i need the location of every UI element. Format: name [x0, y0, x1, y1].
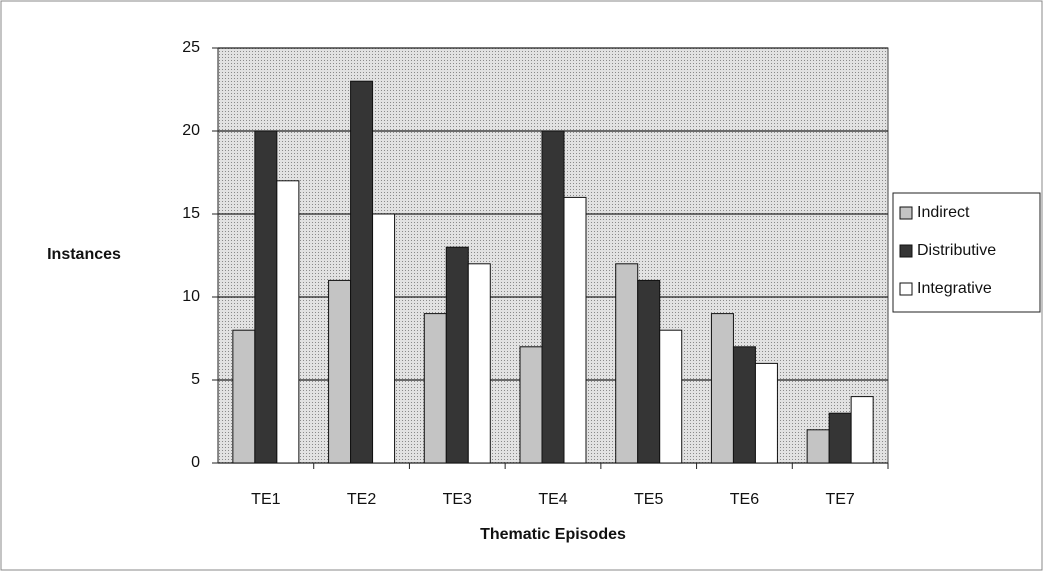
- bar: [710, 313, 734, 464]
- bar: [806, 429, 830, 464]
- bar: [276, 180, 300, 464]
- bar: [423, 313, 447, 464]
- bar: [232, 329, 256, 464]
- bar: [541, 130, 565, 464]
- x-tick-label: TE3: [443, 491, 472, 508]
- x-tick-label: TE1: [251, 491, 280, 508]
- bar: [563, 196, 587, 464]
- bar: [828, 412, 852, 464]
- y-tick-label: 15: [182, 205, 200, 222]
- y-axis-label: Instances: [47, 246, 121, 263]
- bar: [372, 213, 396, 464]
- legend-box: [892, 192, 1041, 313]
- legend-swatch: [899, 244, 913, 258]
- bar: [732, 346, 756, 464]
- bar: [754, 362, 778, 464]
- bar: [615, 263, 639, 464]
- legend-label: Distributive: [917, 242, 996, 259]
- legend-label: Indirect: [917, 204, 970, 221]
- legend-swatch: [899, 282, 913, 296]
- legend-swatch: [899, 206, 913, 220]
- y-tick-label: 20: [182, 122, 200, 139]
- bar: [637, 279, 661, 464]
- bar: [467, 263, 491, 464]
- bar: [659, 329, 683, 464]
- bar: [328, 279, 352, 464]
- bar: [445, 246, 469, 464]
- x-tick-label: TE5: [634, 491, 663, 508]
- bar: [850, 396, 874, 464]
- x-axis-label: Thematic Episodes: [480, 526, 626, 543]
- x-tick-label: TE6: [730, 491, 759, 508]
- x-tick-label: TE2: [347, 491, 376, 508]
- bar: [350, 80, 374, 464]
- y-tick-label: 5: [191, 371, 200, 388]
- x-tick-label: TE7: [825, 491, 854, 508]
- bar: [519, 346, 543, 464]
- bar: [254, 130, 278, 464]
- y-tick-label: 0: [191, 454, 200, 471]
- y-tick-label: 10: [182, 288, 200, 305]
- legend-label: Integrative: [917, 280, 992, 297]
- x-tick-label: TE4: [538, 491, 567, 508]
- y-tick-label: 25: [182, 39, 200, 56]
